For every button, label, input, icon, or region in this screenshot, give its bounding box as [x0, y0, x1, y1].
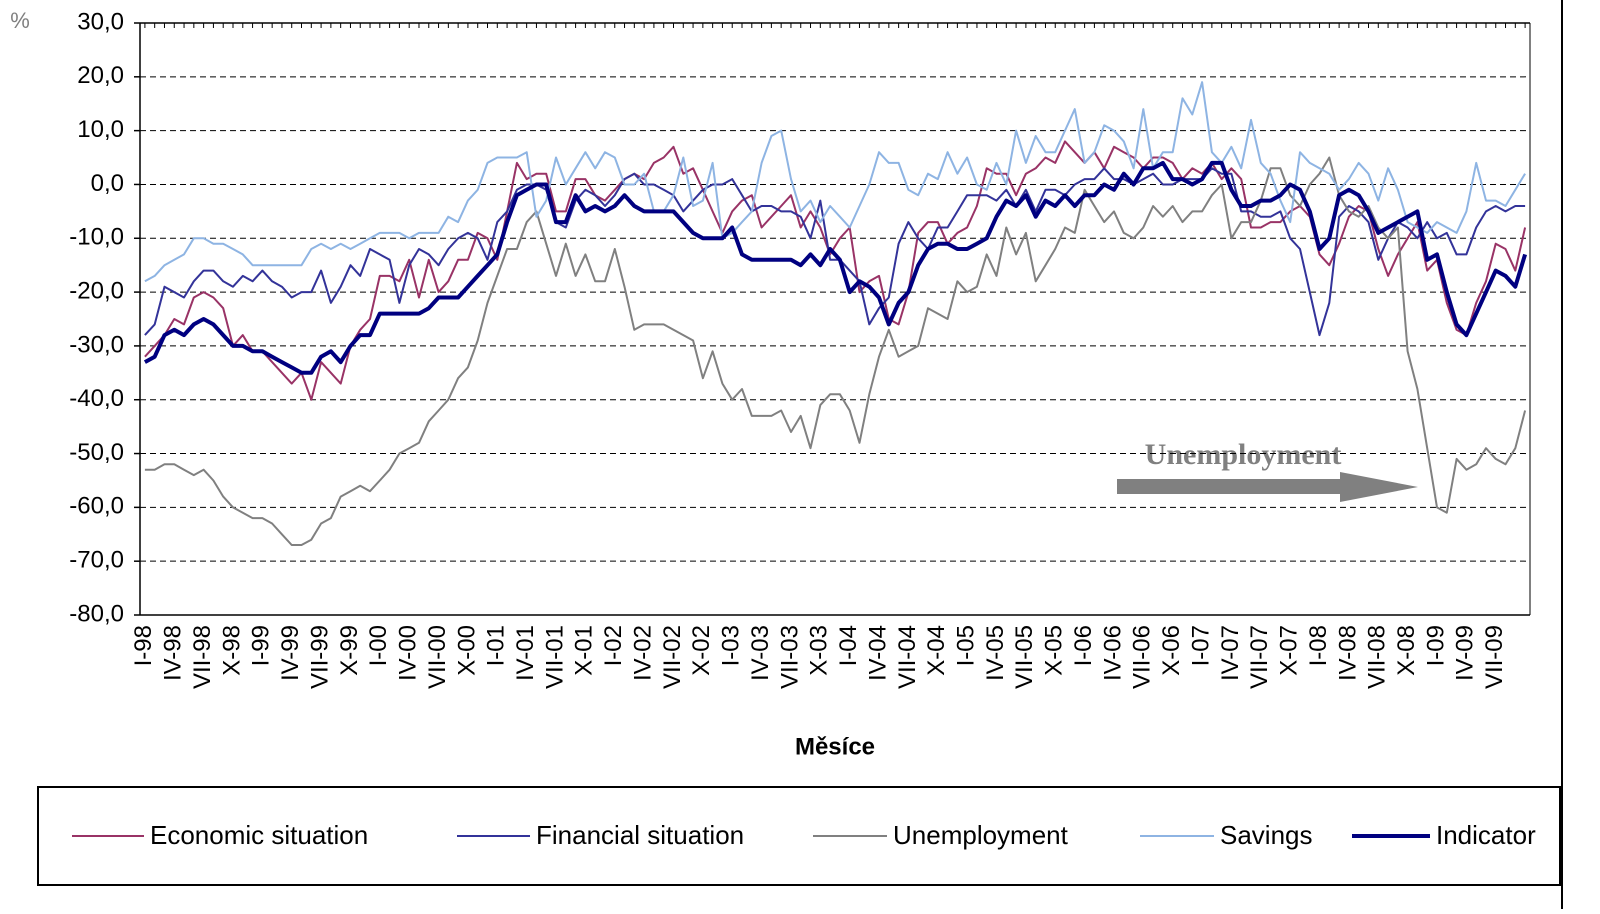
y-tick-label: -70,0 [69, 547, 124, 574]
x-tick-label: X-01 [571, 625, 598, 676]
x-tick-label: I-00 [365, 625, 392, 666]
x-tick-label: I-03 [718, 625, 745, 666]
x-tick-label: I-04 [835, 625, 862, 666]
x-tick-label: I-05 [952, 625, 979, 666]
x-tick-label: IV-06 [1099, 625, 1126, 681]
x-tick-label: X-02 [688, 625, 715, 676]
x-tick-label: VII-09 [1481, 625, 1508, 689]
x-tick-label: I-08 [1305, 625, 1332, 666]
y-tick-label: 20,0 [77, 62, 124, 89]
x-tick-label: IV-03 [747, 625, 774, 681]
x-tick-label: X-05 [1041, 625, 1068, 676]
y-tick-label: -40,0 [69, 385, 124, 412]
y-tick-label: -50,0 [69, 439, 124, 466]
x-axis-title: Měsíce [795, 733, 875, 760]
x-tick-label: I-07 [1187, 625, 1214, 666]
series-line [144, 167, 1526, 337]
x-tick-label: X-03 [806, 625, 833, 676]
x-tick-label: X-99 [336, 625, 363, 676]
x-tick-label: I-98 [130, 625, 157, 666]
x-tick-label: I-06 [1070, 625, 1097, 666]
x-tick-label: IV-07 [1217, 625, 1244, 681]
annotation: Unemployment [1145, 438, 1342, 471]
x-tick-label: IV-01 [512, 625, 539, 681]
legend-label: Savings [1220, 820, 1313, 850]
x-tick-label: X-08 [1393, 625, 1420, 676]
x-tick-label: IV-00 [395, 625, 422, 681]
annotation-arrow [1117, 472, 1418, 502]
y-tick-label: 10,0 [77, 116, 124, 143]
legend-box [37, 786, 1561, 886]
x-tick-label: VII-06 [1129, 625, 1156, 689]
x-tick-label: VII-04 [894, 625, 921, 689]
legend-label: Economic situation [150, 820, 368, 850]
y-tick-label: -80,0 [69, 600, 124, 627]
y-tick-label: -20,0 [69, 277, 124, 304]
legend-label: Unemployment [893, 820, 1069, 850]
x-tick-label: X-04 [923, 625, 950, 676]
x-tick-label: IV-08 [1334, 625, 1361, 681]
x-tick-label: IV-98 [160, 625, 187, 681]
x-tick-label: IV-09 [1452, 625, 1479, 681]
series-line [144, 140, 1527, 401]
x-tick-label: VII-02 [659, 625, 686, 689]
x-tick-label: IV-02 [629, 625, 656, 681]
x-tick-label: VII-00 [424, 625, 451, 689]
x-tick-label: X-07 [1276, 625, 1303, 676]
x-tick-label: I-01 [483, 625, 510, 666]
series-line [144, 156, 1527, 546]
x-tick-label: X-00 [453, 625, 480, 676]
y-tick-label: 0,0 [91, 170, 124, 197]
x-tick-label: VII-98 [189, 625, 216, 689]
x-tick-label: VII-99 [306, 625, 333, 689]
y-tick-label: -60,0 [69, 493, 124, 520]
series-line [143, 160, 1528, 375]
x-tick-label: VII-05 [1011, 625, 1038, 689]
x-tick-label: VII-07 [1246, 625, 1273, 689]
x-tick-label: I-02 [600, 625, 627, 666]
x-tick-label: VII-08 [1364, 625, 1391, 689]
x-tick-label: VII-01 [541, 625, 568, 689]
y-axis-unit: % [10, 8, 30, 33]
y-tick-label: -10,0 [69, 224, 124, 251]
x-tick-label: I-99 [248, 625, 275, 666]
x-tick-label: IV-05 [982, 625, 1009, 681]
x-tick-label: X-98 [218, 625, 245, 676]
legend-label: Financial situation [536, 820, 744, 850]
x-tick-label: IV-04 [864, 625, 891, 681]
legend-label: Indicator [1436, 820, 1536, 850]
y-tick-label: 30,0 [77, 8, 124, 35]
y-tick-label: -30,0 [69, 331, 124, 358]
x-tick-label: I-09 [1422, 625, 1449, 666]
x-tick-label: VII-03 [776, 625, 803, 689]
x-tick-label: IV-99 [277, 625, 304, 681]
x-tick-label: X-06 [1158, 625, 1185, 676]
